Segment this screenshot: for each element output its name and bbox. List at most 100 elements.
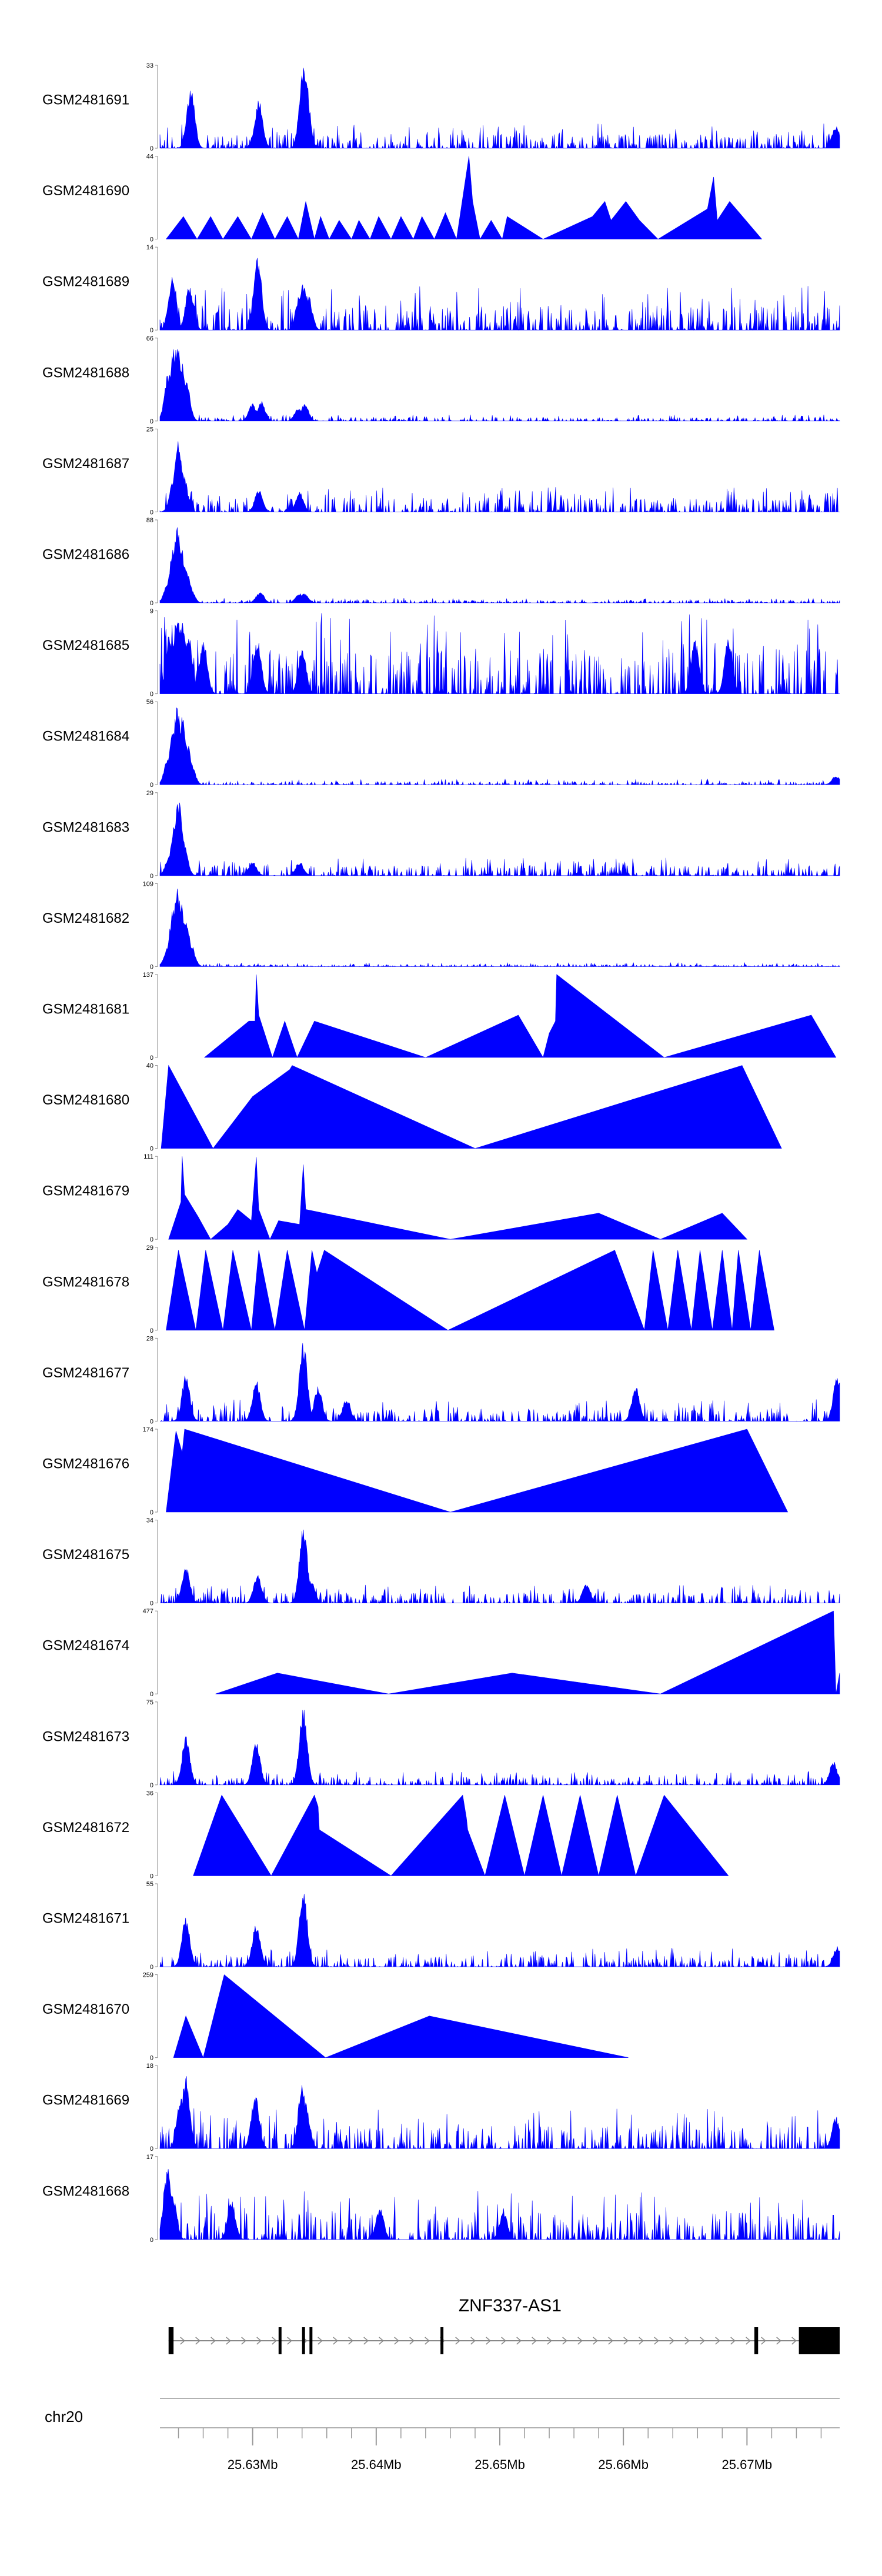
y-min-label: 0 — [150, 327, 153, 334]
y-max-label: 14 — [146, 244, 153, 251]
strand-arrow — [211, 2337, 216, 2345]
strand-arrow — [241, 2337, 246, 2345]
track-GSM2481677: GSM2481677 28 0 — [42, 1335, 840, 1425]
y-min-label: 0 — [150, 2055, 153, 2062]
y-min-label: 0 — [150, 236, 153, 243]
genome-axis: chr20 25.63Mb 25.64Mb 25.65Mb 25.66Mb 25.67Mb — [45, 2398, 840, 2472]
strand-arrow — [623, 2337, 629, 2345]
track-label: GSM2481670 — [42, 2001, 129, 2017]
strand-arrow — [593, 2337, 598, 2345]
strand-arrow — [333, 2337, 338, 2345]
coverage-area — [159, 527, 840, 604]
y-min-label: 0 — [150, 1055, 153, 1062]
strand-arrow — [287, 2337, 292, 2345]
y-max-label: 33 — [146, 62, 153, 69]
y-max-label: 25 — [146, 426, 153, 433]
track-GSM2481669: GSM2481669 18 0 — [42, 2063, 840, 2153]
strand-arrow — [486, 2337, 491, 2345]
y-min-label: 0 — [150, 1146, 153, 1153]
coverage-area — [159, 707, 840, 786]
y-max-label: 34 — [146, 1517, 153, 1524]
y-min-label: 0 — [150, 1873, 153, 1880]
track-label: GSM2481683 — [42, 819, 129, 835]
track-GSM2481679: GSM2481679 111 0 — [42, 1153, 748, 1243]
strand-arrow — [348, 2337, 353, 2345]
y-max-label: 18 — [146, 2063, 153, 2070]
y-min-label: 0 — [150, 418, 153, 425]
y-min-label: 0 — [150, 1236, 153, 1243]
coverage-area — [159, 258, 840, 331]
track-label: GSM2481679 — [42, 1183, 129, 1199]
coverage-area — [168, 1156, 748, 1240]
strand-arrow — [730, 2337, 736, 2345]
y-min-label: 0 — [150, 1418, 153, 1425]
y-min-label: 0 — [150, 963, 153, 970]
gene-exon — [799, 2327, 840, 2354]
coverage-area — [203, 974, 837, 1058]
strand-arrow — [363, 2337, 369, 2345]
strand-arrow — [455, 2337, 460, 2345]
y-max-label: 40 — [146, 1063, 153, 1070]
coverage-area — [159, 2076, 840, 2150]
strand-arrow — [180, 2337, 185, 2345]
strand-arrow — [256, 2337, 262, 2345]
track-GSM2481680: GSM2481680 40 0 — [42, 1063, 782, 1153]
track-GSM2481685: GSM2481685 9 0 — [42, 608, 840, 698]
y-max-label: 17 — [146, 2154, 153, 2161]
gene-exon — [754, 2327, 759, 2354]
track-GSM2481686: GSM2481686 88 0 — [42, 517, 840, 607]
coverage-area — [159, 68, 840, 149]
strand-arrow — [776, 2337, 781, 2345]
y-min-label: 0 — [150, 782, 153, 789]
track-GSM2481689: GSM2481689 14 0 — [42, 244, 840, 334]
y-max-label: 88 — [146, 517, 153, 524]
strand-arrow — [761, 2337, 766, 2345]
track-GSM2481681: GSM2481681 137 0 — [42, 972, 837, 1062]
track-label: GSM2481672 — [42, 1820, 129, 1836]
track-GSM2481672: GSM2481672 36 0 — [42, 1790, 729, 1880]
y-min-label: 0 — [150, 145, 153, 152]
y-max-label: 75 — [146, 1699, 153, 1706]
strand-arrow — [608, 2337, 613, 2345]
coverage-area — [165, 156, 763, 240]
track-label: GSM2481691 — [42, 92, 129, 108]
track-label: GSM2481685 — [42, 638, 129, 653]
strand-arrow — [700, 2337, 705, 2345]
strand-arrow — [379, 2337, 384, 2345]
track-label: GSM2481677 — [42, 1365, 129, 1381]
gene-exon — [168, 2327, 174, 2354]
coverage-area — [160, 1343, 840, 1422]
track-label: GSM2481689 — [42, 274, 129, 290]
track-label: GSM2481680 — [42, 1092, 129, 1108]
track-GSM2481675: GSM2481675 34 0 — [42, 1517, 840, 1607]
track-GSM2481682: GSM2481682 109 0 — [42, 880, 840, 970]
track-label: GSM2481668 — [42, 2183, 129, 2199]
gene-exon — [440, 2327, 444, 2354]
track-GSM2481683: GSM2481683 29 0 — [42, 790, 840, 880]
track-label: GSM2481674 — [42, 1638, 129, 1654]
y-max-label: 259 — [143, 1972, 153, 1979]
strand-arrow — [715, 2337, 720, 2345]
track-label: GSM2481684 — [42, 729, 129, 745]
coverage-area — [160, 1529, 840, 1604]
y-max-label: 36 — [146, 1790, 153, 1797]
y-min-label: 0 — [150, 2237, 153, 2244]
y-min-label: 0 — [150, 1600, 153, 1607]
strand-arrow — [669, 2337, 674, 2345]
y-min-label: 0 — [150, 873, 153, 880]
y-min-label: 0 — [150, 1964, 153, 1971]
gene-exon — [278, 2327, 282, 2354]
axis-tick-label: 25.65Mb — [475, 2457, 525, 2472]
track-label: GSM2481686 — [42, 547, 129, 563]
track-GSM2481690: GSM2481690 44 0 — [42, 154, 763, 243]
strand-arrow — [791, 2337, 797, 2345]
coverage-area — [159, 802, 840, 876]
track-GSM2481691: GSM2481691 33 0 — [42, 62, 840, 152]
coverage-area — [159, 1710, 840, 1786]
y-min-label: 0 — [150, 600, 153, 607]
track-label: GSM2481687 — [42, 456, 129, 472]
coverage-area — [193, 1794, 729, 1877]
track-GSM2481668: GSM2481668 17 0 — [42, 2154, 840, 2244]
track-GSM2481674: GSM2481674 477 0 — [42, 1608, 840, 1698]
